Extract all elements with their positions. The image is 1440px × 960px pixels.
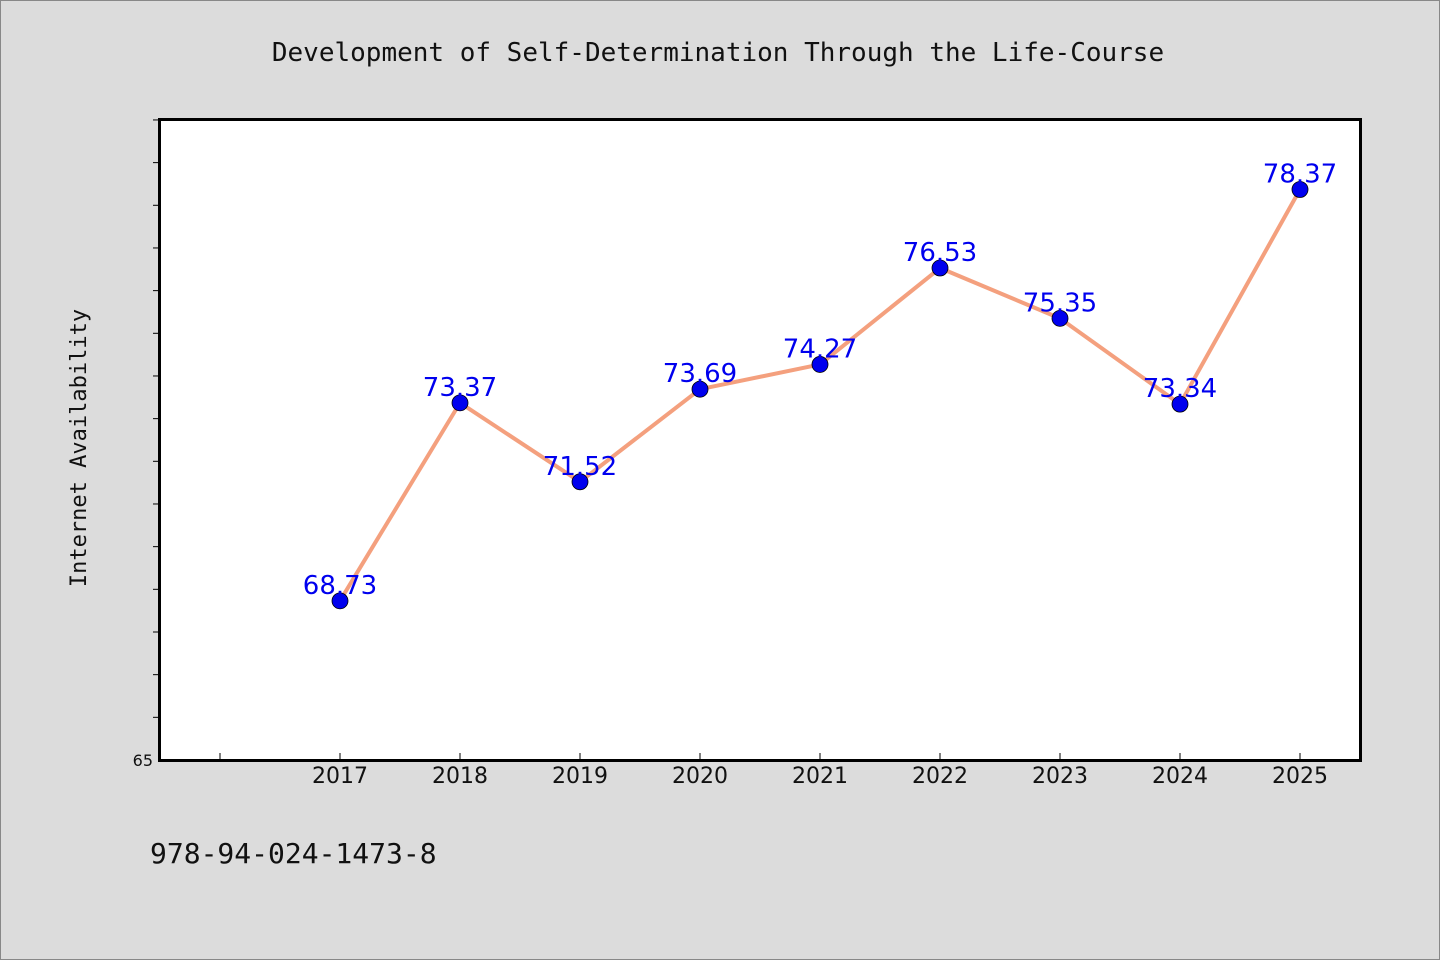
- y-axis-ticks: [153, 119, 160, 718]
- x-tick-label: 2019: [552, 764, 608, 789]
- series-markers: [331, 181, 1309, 610]
- plot-area: [158, 118, 1362, 762]
- x-axis-ticks: 2017 2018 2019 2020 2021 2022 2023 2024 2025: [219, 753, 1328, 789]
- data-point: [691, 380, 709, 398]
- data-label: 68.73: [303, 571, 377, 601]
- data-label: 73.34: [1143, 374, 1217, 404]
- chart-title: Development of Self-Determination Throug…: [272, 38, 1164, 68]
- x-tick-label: 2021: [792, 764, 848, 789]
- x-tick-label: 2022: [912, 764, 968, 789]
- x-tick-label: 2025: [1272, 764, 1328, 789]
- isbn-footer: 978-94-024-1473-8: [150, 837, 437, 870]
- data-point: [1291, 181, 1309, 198]
- y-axis-label: Internet Availability: [67, 309, 92, 587]
- data-label: 75.35: [1023, 288, 1097, 318]
- data-point: [811, 356, 829, 373]
- data-label: 73.69: [663, 359, 737, 389]
- data-point: [1171, 395, 1189, 413]
- data-point: [451, 394, 469, 412]
- data-labels: 68.73 73.37 71.52 73.69 74.27 76.53 75.35 73.34…: [303, 160, 1337, 601]
- data-point: [571, 473, 589, 491]
- data-label: 71.52: [543, 452, 617, 482]
- data-label: 76.53: [903, 238, 977, 268]
- data-label: 73.37: [423, 373, 497, 403]
- data-label: 74.27: [783, 334, 857, 364]
- x-tick-label: 2023: [1032, 764, 1088, 789]
- y-tick-label-min: 65: [133, 751, 153, 770]
- x-tick-label: 2024: [1152, 764, 1208, 789]
- data-point: [1051, 309, 1069, 327]
- x-tick-label: 2020: [672, 764, 728, 789]
- x-tick-label: 2017: [312, 764, 368, 789]
- data-point: [331, 592, 349, 610]
- data-label: 78.37: [1263, 160, 1337, 190]
- x-tick-label: 2018: [432, 764, 488, 789]
- data-point: [931, 259, 949, 277]
